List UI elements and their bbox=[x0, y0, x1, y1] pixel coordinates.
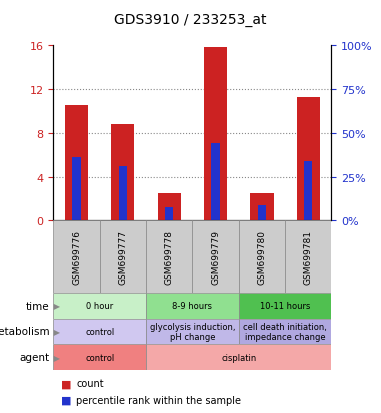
Text: GSM699780: GSM699780 bbox=[258, 230, 266, 285]
Bar bbox=[192, 221, 239, 293]
Bar bbox=[250, 194, 274, 221]
Text: GSM699778: GSM699778 bbox=[165, 230, 174, 285]
Text: 10-11 hours: 10-11 hours bbox=[260, 301, 310, 311]
Bar bbox=[204, 47, 227, 221]
Bar bbox=[211, 144, 220, 221]
Text: ▶: ▶ bbox=[51, 327, 61, 336]
Bar bbox=[258, 205, 266, 221]
Text: GSM699776: GSM699776 bbox=[72, 230, 81, 285]
Text: time: time bbox=[26, 301, 50, 311]
Bar bbox=[53, 319, 146, 344]
Text: percentile rank within the sample: percentile rank within the sample bbox=[76, 395, 241, 405]
Text: metabolism: metabolism bbox=[0, 327, 50, 337]
Bar bbox=[146, 319, 239, 344]
Text: GSM699777: GSM699777 bbox=[118, 230, 127, 285]
Bar bbox=[146, 344, 331, 370]
Text: ■: ■ bbox=[61, 378, 72, 388]
Text: 8-9 hours: 8-9 hours bbox=[173, 301, 212, 311]
Text: control: control bbox=[85, 327, 114, 336]
Text: ▶: ▶ bbox=[51, 301, 61, 311]
Bar bbox=[158, 194, 181, 221]
Text: glycolysis induction,
pH change: glycolysis induction, pH change bbox=[150, 322, 235, 341]
Bar bbox=[65, 106, 88, 221]
Bar bbox=[239, 221, 285, 293]
Bar bbox=[146, 293, 239, 319]
Text: ■: ■ bbox=[61, 395, 72, 405]
Text: GDS3910 / 233253_at: GDS3910 / 233253_at bbox=[114, 13, 267, 27]
Text: count: count bbox=[76, 378, 104, 388]
Bar bbox=[297, 98, 320, 221]
Bar bbox=[53, 221, 100, 293]
Text: ▶: ▶ bbox=[51, 353, 61, 362]
Text: control: control bbox=[85, 353, 114, 362]
Text: cell death initiation,
impedance change: cell death initiation, impedance change bbox=[243, 322, 327, 341]
Bar bbox=[165, 208, 173, 221]
Bar bbox=[239, 319, 331, 344]
Text: GSM699779: GSM699779 bbox=[211, 230, 220, 285]
Bar bbox=[53, 344, 146, 370]
Bar bbox=[72, 158, 81, 221]
Bar bbox=[285, 221, 331, 293]
Bar bbox=[304, 161, 312, 221]
Bar bbox=[111, 124, 134, 221]
Bar bbox=[146, 221, 192, 293]
Bar bbox=[119, 166, 127, 221]
Bar bbox=[239, 293, 331, 319]
Text: 0 hour: 0 hour bbox=[86, 301, 113, 311]
Text: agent: agent bbox=[19, 352, 50, 362]
Bar bbox=[100, 221, 146, 293]
Text: GSM699781: GSM699781 bbox=[304, 230, 313, 285]
Text: cisplatin: cisplatin bbox=[221, 353, 256, 362]
Bar bbox=[53, 293, 146, 319]
